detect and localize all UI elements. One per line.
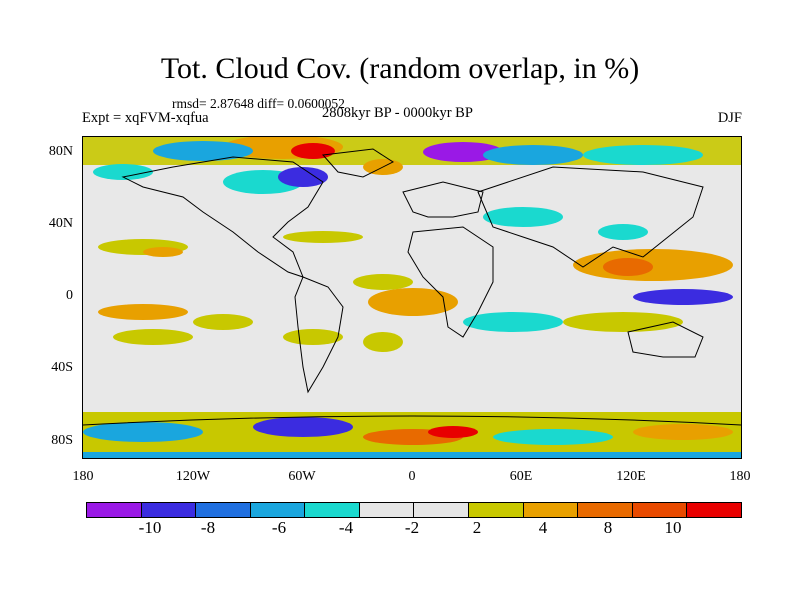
x-label-60e: 60E <box>509 469 533 484</box>
colorbar-segment <box>578 503 633 517</box>
colorbar-label: -2 <box>404 518 420 537</box>
y-label-0: 0 <box>66 288 73 303</box>
colorbar <box>86 502 742 518</box>
y-label-40s: 40S <box>51 360 73 375</box>
colorbar-label: 2 <box>472 518 482 537</box>
x-label-180e: 180 <box>729 469 751 484</box>
x-label-0: 0 <box>408 469 416 484</box>
colorbar-label: 10 <box>664 518 682 537</box>
y-label-80s: 80S <box>51 433 73 448</box>
period-label: 2808kyr BP - 0000kyr BP <box>322 105 473 121</box>
colorbar-segment <box>359 503 415 517</box>
page-title: Tot. Cloud Cov. (random overlap, in %) <box>160 52 640 85</box>
map-panel <box>83 137 741 458</box>
colorbar-segment <box>469 503 524 517</box>
colorbar-segment <box>305 503 360 517</box>
colorbar-segment <box>196 503 251 517</box>
colorbar-label: 4 <box>538 518 548 537</box>
colorbar-label: -6 <box>271 518 287 537</box>
x-label-120w: 120W <box>175 469 211 484</box>
colorbar-segment <box>632 503 688 517</box>
x-label-180w: 180 <box>72 469 94 484</box>
colorbar-label: -10 <box>138 518 162 537</box>
colorbar-segment <box>414 503 470 517</box>
colorbar-segment <box>687 503 741 517</box>
colorbar-label: -8 <box>200 518 216 537</box>
colorbar-segment <box>250 503 306 517</box>
y-label-40n: 40N <box>48 216 73 231</box>
stats-text: rmsd= 2.87648 diff= 0.0600052 <box>172 96 345 111</box>
x-label-60w: 60W <box>288 469 316 484</box>
coastlines <box>83 148 741 426</box>
x-label-120e: 120E <box>616 469 646 484</box>
season-label: DJF <box>717 110 742 126</box>
y-label-80n: 80N <box>48 144 73 159</box>
colorbar-segment <box>141 503 197 517</box>
experiment-label: Expt = xqFVM-xqfua <box>82 110 209 126</box>
colorbar-label: -4 <box>338 518 354 537</box>
colorbar-segment <box>523 503 579 517</box>
colorbar-segment <box>87 503 142 517</box>
colorbar-label: 8 <box>603 518 613 537</box>
anomaly-map <box>83 137 741 458</box>
